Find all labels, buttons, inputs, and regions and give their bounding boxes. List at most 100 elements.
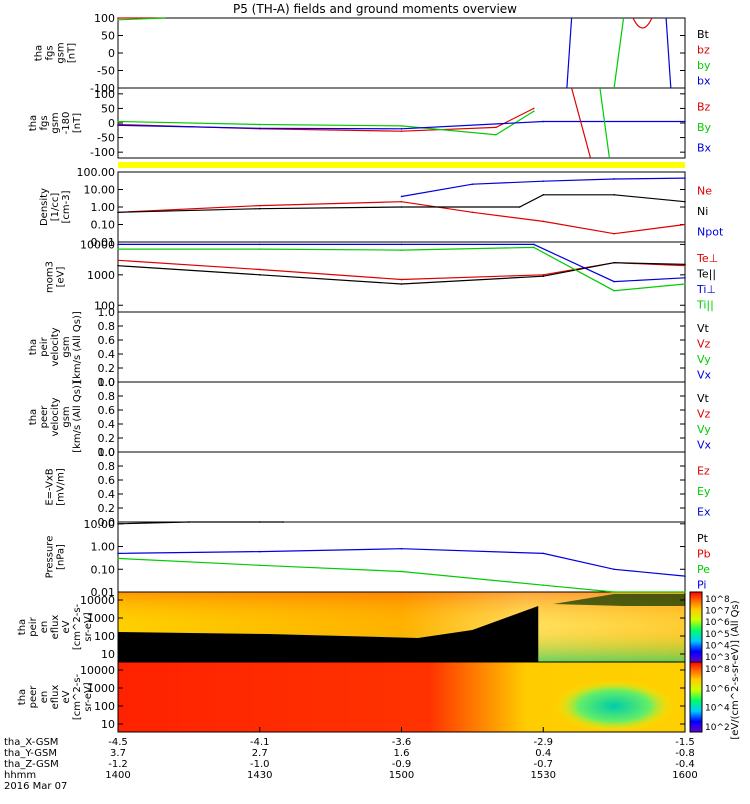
x-axis-value: -3.6 — [392, 737, 412, 748]
panel-frame-peir_velocity — [117, 311, 686, 383]
legend-peer_velocity-Vz: Vz — [697, 407, 711, 420]
data-point-Ne — [613, 232, 615, 235]
data-point-Npot — [613, 178, 615, 180]
data-point-By — [258, 123, 261, 126]
panel-frame-temperature — [117, 241, 686, 313]
data-point-Pi — [684, 575, 686, 577]
y-axis-label-peir_spec: [cm^2-s- — [72, 603, 83, 650]
x-axis-value: 3.7 — [110, 748, 126, 759]
x-axis-value: -2.9 — [533, 737, 553, 748]
data-point-Te|| — [117, 264, 119, 267]
y-tick-label-peer_velocity: 1.0 — [98, 376, 116, 389]
data-point-Ni — [542, 193, 545, 196]
y-axis-label-peer_spec: peer — [28, 685, 39, 709]
y-tick-label-density: 100.00 — [77, 166, 116, 179]
data-point-Npot — [400, 195, 403, 198]
data-point-Npot — [542, 180, 545, 182]
y-axis-label-peer_velocity: [km/s (All Qs)] — [72, 381, 83, 453]
data-point-Pt — [117, 523, 119, 525]
y-axis-label-peir_velocity: gsm — [61, 336, 72, 357]
colorbar-tick-peir_spec: 10^6 — [705, 618, 730, 628]
y-tick-label-peir_spec: 10 — [101, 648, 115, 661]
series-line-Ti⊥ — [118, 243, 686, 283]
data-point-Te|| — [542, 275, 545, 278]
data-point-Ni — [613, 193, 615, 196]
x-axis-value: -1.0 — [250, 759, 270, 770]
x-axis-value: -0.8 — [675, 748, 695, 759]
legend-fgs_gsm-by: by — [697, 59, 711, 72]
x-axis-value: 1400 — [105, 770, 130, 781]
data-point-Bx — [117, 124, 119, 127]
data-point-Te⊥ — [542, 274, 545, 276]
y-tick-label-fgs_gsm: -50 — [97, 65, 115, 78]
peir-low-energy-dropout — [118, 606, 539, 662]
data-point-Ti⊥ — [613, 280, 615, 283]
x-axis-value: -0.7 — [533, 759, 553, 770]
x-axis-value: 1430 — [247, 770, 272, 781]
y-tick-label-pressure: 1.00 — [91, 541, 116, 554]
data-point-Ni — [518, 206, 521, 208]
data-point-Pt — [282, 521, 285, 523]
series-line-Pe — [117, 557, 685, 593]
y-axis-label-e_field: E=-VxB — [45, 468, 56, 505]
y-tick-label-peer_velocity: 0.0 — [98, 446, 116, 459]
quality-flag-bar — [118, 162, 685, 168]
x-axis-value: 1.6 — [394, 748, 410, 759]
y-axis-label-peir_velocity: [km/s (All Qs)] — [72, 311, 83, 383]
x-axis-row-label-0: tha_X-GSM — [4, 737, 58, 748]
data-point-Ne — [400, 200, 403, 203]
y-axis-label-density: [1/cc] — [50, 193, 61, 222]
y-tick-label-fgs_gsm: 0 — [108, 47, 115, 60]
y-axis-label-peer_spec: eV — [61, 690, 72, 703]
legend-peir_velocity-Vt: Vt — [697, 322, 710, 335]
data-point-by — [117, 18, 119, 21]
y-tick-label-peir_spec: 1000 — [87, 612, 115, 625]
colorbar-peer_spec — [689, 661, 703, 733]
legend-e_field-Ez: Ez — [697, 464, 710, 477]
data-point-Te⊥ — [258, 268, 261, 271]
y-axis-label-peir_spec: eflux — [50, 615, 61, 640]
colorbar-tick-peir_spec: 10^8 — [705, 595, 730, 605]
data-point-Ti|| — [400, 249, 403, 251]
x-axis-value: 1530 — [531, 770, 556, 781]
y-tick-label-e_field: 0.8 — [98, 460, 116, 473]
By-spike — [599, 87, 610, 159]
x-axis-value: -0.9 — [392, 759, 412, 770]
data-point-By — [400, 125, 403, 127]
y-axis-label-fgs_gsm_180: gsm — [50, 112, 61, 133]
data-point-Ni — [400, 206, 403, 208]
data-point-Pe — [613, 591, 615, 593]
y-axis-label-peer_spec: sr-eV] — [83, 682, 94, 711]
colorbar-peir_spec — [689, 591, 703, 663]
series-line-Ni — [117, 194, 686, 213]
y-tick-label-fgs_gsm_180: 50 — [101, 102, 115, 115]
series-line-By — [117, 110, 535, 136]
data-point-bz — [117, 17, 119, 19]
y-axis-label-fgs_gsm_180: tha — [28, 115, 39, 131]
y-tick-label-e_field: 0.4 — [98, 488, 116, 501]
y-axis-label-fgs_gsm_180: -180 — [61, 112, 72, 135]
data-point-Ne — [258, 204, 261, 207]
y-axis-label-peer_velocity: velocity — [50, 397, 61, 436]
data-point-Ti|| — [684, 283, 686, 285]
data-point-Ti|| — [117, 248, 119, 250]
series-line-by — [117, 17, 166, 21]
y-axis-label-pressure: [nPa] — [56, 544, 67, 570]
y-tick-label-temperature: 100 — [94, 299, 115, 312]
legend-peir_velocity-Vz: Vz — [697, 337, 711, 350]
y-axis-label-peir_spec: sr-eV] — [83, 612, 94, 641]
data-point-Te|| — [684, 263, 686, 266]
data-point-By — [117, 120, 119, 123]
data-point-Te⊥ — [400, 278, 403, 281]
Bz-spike — [571, 87, 592, 159]
y-axis-label-peer_velocity: peer — [39, 405, 50, 429]
y-tick-label-peir_velocity: 0.8 — [98, 320, 116, 333]
y-axis-label-pressure: Pressure — [45, 536, 56, 579]
y-tick-label-peir_velocity: 0.2 — [98, 362, 116, 375]
y-tick-label-fgs_gsm: 100 — [94, 12, 115, 25]
y-tick-label-peer_spec: 1000 — [87, 682, 115, 695]
y-tick-label-fgs_gsm: 50 — [101, 30, 115, 43]
data-point-Ne — [542, 220, 545, 223]
data-point-Te|| — [258, 274, 261, 276]
y-axis-label-peir_spec: tha — [17, 619, 28, 635]
